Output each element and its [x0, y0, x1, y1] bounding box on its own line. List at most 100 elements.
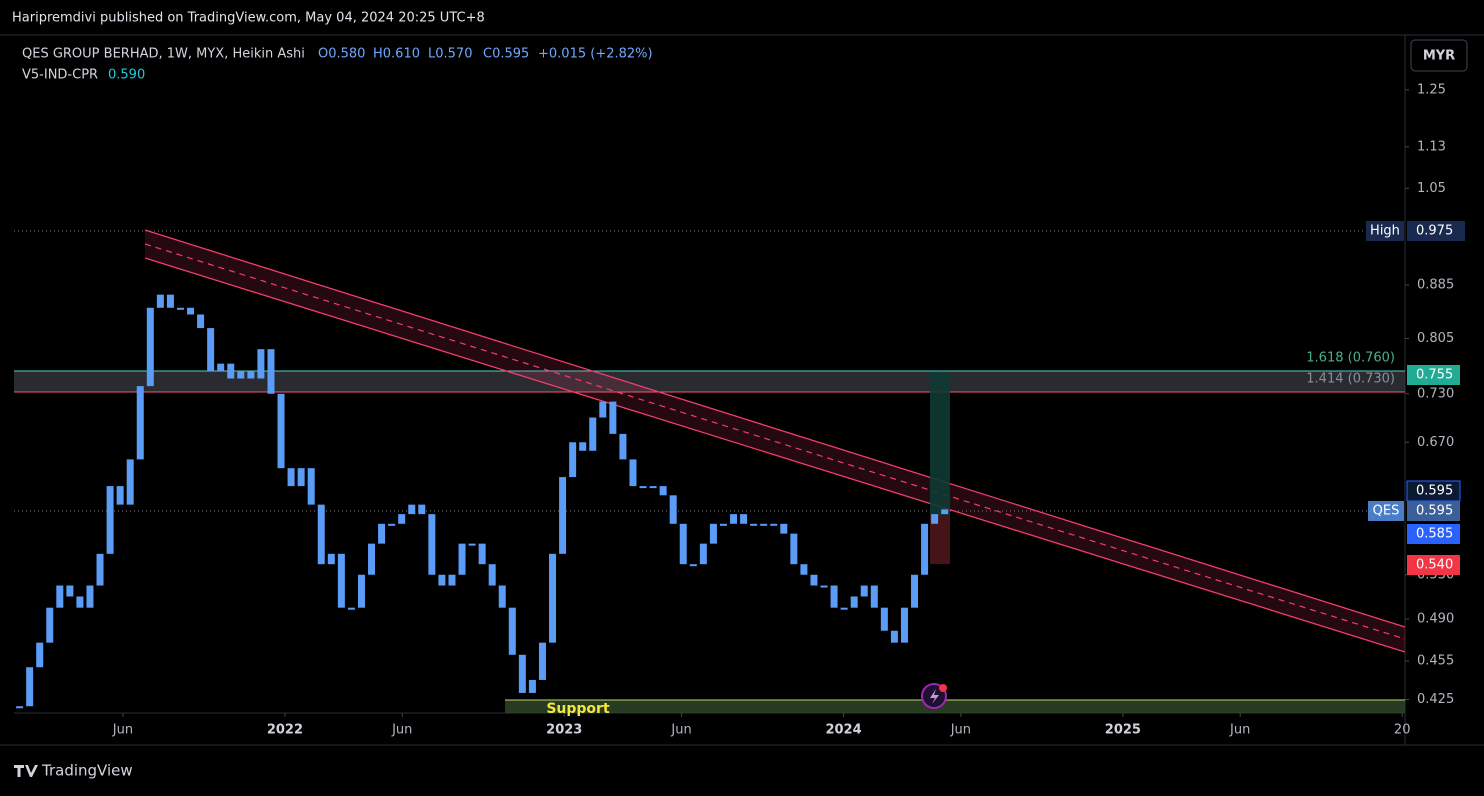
candle: [549, 553, 557, 643]
channel-lower: [144, 257, 1406, 653]
y-tick-label: 0.805: [1417, 331, 1454, 346]
candle: [538, 642, 546, 680]
candle: [76, 596, 84, 608]
alert-dot: [939, 684, 947, 692]
y-tick-label: 1.25: [1417, 82, 1446, 97]
legend-indicator-value: 0.590: [108, 68, 145, 83]
tag-bg: [1366, 221, 1404, 241]
tag-label: QES: [1373, 504, 1400, 519]
support-label: Support: [546, 701, 610, 717]
candle: [388, 523, 396, 526]
legend-low: L0.570: [428, 47, 472, 62]
tag-value: 0.540: [1416, 558, 1453, 573]
candle: [16, 706, 24, 709]
candle: [297, 468, 305, 487]
candle: [760, 523, 768, 526]
x-tick-label: Jun: [670, 723, 691, 738]
candle: [217, 363, 225, 372]
legend-indicator: V5-IND-CPR: [22, 68, 98, 83]
candle: [629, 459, 637, 487]
y-tick-label: 1.05: [1417, 181, 1446, 196]
tag-bg: [1407, 221, 1465, 241]
tag-value: 0.975: [1416, 224, 1453, 239]
candle: [166, 294, 174, 308]
candle: [830, 585, 838, 608]
candle: [267, 349, 275, 394]
candle: [257, 349, 265, 379]
legend-open: O0.580: [318, 47, 365, 62]
candle: [508, 607, 516, 655]
tag-value: 0.595: [1416, 504, 1453, 519]
x-tick-label: 2022: [267, 723, 303, 738]
candle: [46, 607, 54, 643]
candle: [689, 564, 697, 567]
tag-label: High: [1370, 224, 1400, 239]
alert-icon[interactable]: [930, 689, 939, 704]
candle: [86, 585, 94, 608]
candle: [468, 543, 476, 546]
x-tick-label: Jun: [1229, 723, 1250, 738]
stop-zone: [930, 515, 950, 564]
legend-close: C0.595: [483, 47, 529, 62]
candle: [428, 514, 436, 575]
x-tick-label: 20: [1394, 723, 1411, 738]
candle: [106, 486, 114, 554]
candle: [136, 386, 144, 460]
candle: [56, 585, 64, 608]
candle: [750, 523, 758, 526]
candle: [890, 630, 898, 643]
candle: [398, 514, 406, 524]
candle: [559, 477, 567, 554]
x-tick-label: 2024: [825, 723, 861, 738]
candle: [237, 371, 245, 379]
y-tick-label: 1.13: [1417, 139, 1446, 154]
candle: [448, 574, 456, 586]
fib-band: [14, 371, 1405, 392]
candle: [609, 401, 617, 434]
y-tick-label: 0.885: [1417, 277, 1454, 292]
logo: [14, 765, 38, 777]
candle: [116, 486, 124, 505]
candle: [900, 607, 908, 643]
candle: [146, 307, 154, 387]
candle: [36, 642, 44, 668]
candle: [800, 564, 808, 575]
candle: [740, 514, 748, 524]
currency-button[interactable]: [1410, 39, 1468, 72]
candle: [277, 393, 285, 469]
candle: [378, 523, 386, 544]
target-zone: [930, 372, 950, 515]
candle: [619, 433, 627, 460]
channel-upper: [144, 229, 1406, 628]
candle: [669, 495, 677, 524]
candle: [860, 585, 868, 597]
candle: [207, 328, 215, 372]
candle: [911, 574, 919, 608]
currency-label[interactable]: MYR: [1423, 49, 1455, 64]
candle: [870, 585, 878, 608]
x-tick-label: 2025: [1105, 723, 1141, 738]
candle: [880, 607, 888, 631]
candle: [26, 667, 34, 707]
candle: [699, 543, 707, 565]
candle: [287, 468, 295, 487]
legend-high: H0.610: [373, 47, 420, 62]
candle: [227, 363, 235, 379]
candle: [579, 442, 587, 451]
candle: [840, 607, 848, 610]
candle: [498, 585, 506, 608]
candle: [659, 486, 667, 496]
y-tick-label: 0.730: [1417, 386, 1454, 401]
tag-bg: [1407, 365, 1460, 385]
candle: [347, 607, 355, 610]
candle: [438, 574, 446, 586]
candle: [639, 486, 647, 489]
candle: [589, 417, 597, 451]
candle: [176, 307, 184, 310]
candle: [458, 543, 466, 575]
candle: [599, 401, 607, 418]
y-tick-label: 0.425: [1417, 692, 1454, 707]
candle: [679, 523, 687, 565]
